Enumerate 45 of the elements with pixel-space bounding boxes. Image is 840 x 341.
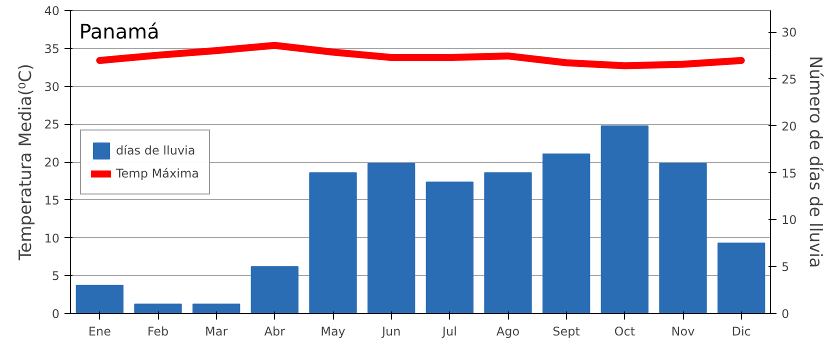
bar <box>659 162 707 314</box>
bar <box>484 172 532 314</box>
bar <box>600 125 648 314</box>
bar <box>309 172 357 314</box>
x-tick-label: May <box>320 324 346 338</box>
bar <box>368 162 416 314</box>
y-tick-label: 30 <box>44 80 60 94</box>
y-tick-label: 15 <box>44 193 60 208</box>
y-tick-label: 0 <box>52 307 60 321</box>
legend-label: Temp Máxima <box>116 166 199 180</box>
y-tick-label: 20 <box>44 156 60 170</box>
y2-tick-label: 15 <box>782 166 797 180</box>
x-tick-label: Feb <box>147 324 169 338</box>
text: Panamá <box>79 20 160 44</box>
x-tick-label: Oct <box>614 324 636 338</box>
y-tick-label: 25 <box>44 118 60 132</box>
x-tick-label: Jul <box>441 324 457 338</box>
y2-tick-label: 0 <box>782 307 790 321</box>
x-tick-label: Ene <box>88 324 111 338</box>
y-tick-label: 10 <box>44 231 60 246</box>
x-tick-label: Mar <box>205 324 228 338</box>
y-tick-label: 5 <box>52 269 60 284</box>
bar <box>250 266 298 314</box>
bar <box>76 284 124 314</box>
x-tick-label: Nov <box>671 324 695 338</box>
y-tick-label: 35 <box>44 42 60 56</box>
x-tick-label: Abr <box>264 324 286 338</box>
y-axis-title: Temperatura Media(⁰C) <box>16 64 36 262</box>
y-tick-label: 40 <box>44 4 60 18</box>
legend-label: días de lluvia <box>116 143 196 157</box>
bar <box>542 154 590 314</box>
x-tick-label: Sept <box>552 324 580 338</box>
bar <box>718 242 766 314</box>
bar <box>134 304 182 314</box>
y2-tick-label: 5 <box>782 260 790 274</box>
y2-tick-label: 10 <box>782 213 797 228</box>
bar <box>192 304 240 314</box>
y2-tick-label: 20 <box>782 119 797 134</box>
bar <box>426 182 474 314</box>
y2-tick-label: 30 <box>782 26 797 40</box>
x-tick-label: Jun <box>380 324 401 338</box>
x-tick-label: Dic <box>732 324 751 338</box>
y2-tick-label: 25 <box>782 72 797 86</box>
x-tick-label: Ago <box>496 324 520 338</box>
y2-axis-title: Número de días de lluvia <box>804 56 825 268</box>
